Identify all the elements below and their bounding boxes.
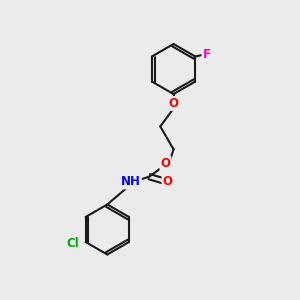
Text: O: O [169,97,178,110]
Text: O: O [163,176,172,188]
Text: NH: NH [121,176,141,188]
Text: Cl: Cl [66,237,79,250]
Text: O: O [160,157,170,170]
Text: F: F [202,48,210,61]
